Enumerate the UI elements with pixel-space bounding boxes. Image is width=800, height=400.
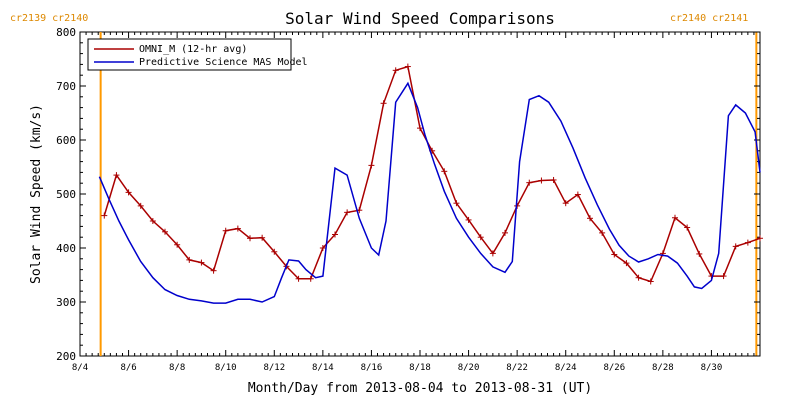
data-point-omni xyxy=(684,224,691,231)
y-tick-label: 300 xyxy=(56,296,76,309)
data-point-omni xyxy=(417,125,423,132)
data-point-omni xyxy=(332,231,338,238)
data-point-omni xyxy=(368,162,375,169)
plot-frame xyxy=(79,31,761,357)
legend-label-omni: OMNI_M (12-hr avg) xyxy=(139,44,247,55)
x-tick-label: 8/10 xyxy=(215,363,237,373)
data-point-omni xyxy=(611,251,618,258)
data-point-omni xyxy=(380,100,387,107)
x-tick-label: 8/18 xyxy=(409,363,431,373)
data-point-omni xyxy=(623,260,630,267)
data-point-omni xyxy=(757,235,763,242)
data-point-omni xyxy=(550,176,557,183)
data-point-omni xyxy=(125,189,132,196)
series-group xyxy=(98,63,763,304)
x-tick-label: 8/6 xyxy=(120,363,136,373)
y-tick-label: 800 xyxy=(56,26,76,39)
data-point-omni xyxy=(210,267,217,274)
data-point-omni xyxy=(720,273,727,280)
data-point-omni xyxy=(113,172,120,179)
chart-title: Solar Wind Speed Comparisons xyxy=(285,9,555,28)
y-tick-label: 200 xyxy=(56,350,76,363)
y-tick-label: 400 xyxy=(56,242,76,255)
carrington-label: cr2140 cr2141 xyxy=(670,13,748,24)
data-point-omni xyxy=(271,248,278,255)
data-point-omni xyxy=(696,250,703,257)
data-point-omni xyxy=(404,63,411,70)
data-point-omni xyxy=(222,227,229,234)
legend-box xyxy=(87,38,292,71)
data-point-omni xyxy=(744,239,751,246)
x-axis-label: Month/Day from 2013-08-04 to 2013-08-31 … xyxy=(248,381,592,396)
data-point-omni xyxy=(502,229,508,236)
data-point-omni xyxy=(489,250,496,257)
x-tick-label: 8/22 xyxy=(506,363,528,373)
x-tick-label: 8/30 xyxy=(701,363,723,373)
data-point-omni xyxy=(234,225,241,232)
y-tick-label: 700 xyxy=(56,80,76,93)
data-point-omni xyxy=(587,215,593,222)
data-point-omni xyxy=(441,168,448,175)
carrington-label: cr2139 cr2140 xyxy=(10,13,88,24)
data-point-omni xyxy=(295,275,302,282)
data-point-omni xyxy=(247,235,253,242)
data-point-omni xyxy=(149,218,156,224)
x-tick-label: 8/26 xyxy=(603,363,625,373)
series-line-mas xyxy=(98,81,761,304)
data-point-omni xyxy=(732,243,739,250)
data-point-omni xyxy=(465,216,472,223)
data-point-omni xyxy=(562,200,569,207)
x-tick-label: 8/24 xyxy=(555,363,577,373)
data-point-omni xyxy=(538,177,545,184)
data-point-omni xyxy=(599,229,606,236)
data-point-omni xyxy=(574,191,581,198)
x-axis: 8/4 8/6 8/8 8/10 8/12 8/14 8/16 8/18 8/20 8/22 8/2… xyxy=(72,32,755,373)
data-point-omni xyxy=(344,209,351,216)
data-point-omni xyxy=(392,67,399,74)
data-point-omni xyxy=(453,200,460,207)
x-tick-label: 8/8 xyxy=(169,363,185,373)
data-point-omni xyxy=(198,259,205,266)
data-point-omni xyxy=(319,245,326,251)
data-point-omni xyxy=(101,212,108,219)
data-point-omni xyxy=(162,228,168,235)
data-point-omni xyxy=(259,234,266,241)
x-tick-label: 8/16 xyxy=(361,363,383,373)
x-tick-label: 8/20 xyxy=(458,363,480,373)
legend-label-mas: Predictive Science MAS Model xyxy=(139,57,308,68)
x-tick-label: 8/28 xyxy=(652,363,674,373)
data-point-omni xyxy=(672,214,678,221)
data-point-omni xyxy=(526,179,533,186)
y-axis: 200 300 400 500 600 700 800 xyxy=(56,26,760,363)
x-tick-label: 8/12 xyxy=(263,363,285,373)
x-tick-label: 8/4 xyxy=(72,363,88,373)
data-point-omni xyxy=(307,275,314,282)
y-tick-label: 600 xyxy=(56,134,76,147)
y-tick-label: 500 xyxy=(56,188,76,201)
data-point-omni xyxy=(647,278,654,285)
data-point-omni xyxy=(477,234,484,241)
data-point-omni xyxy=(137,202,144,209)
legend: OMNI_M (12-hr avg) Predictive Science MA… xyxy=(87,38,308,71)
y-axis-label: Solar Wind Speed (km/s) xyxy=(29,104,44,284)
data-point-omni xyxy=(186,256,193,263)
series-line-omni xyxy=(103,65,761,283)
data-point-omni xyxy=(174,241,181,248)
data-point-omni xyxy=(635,274,642,281)
x-tick-label: 8/14 xyxy=(312,363,334,373)
